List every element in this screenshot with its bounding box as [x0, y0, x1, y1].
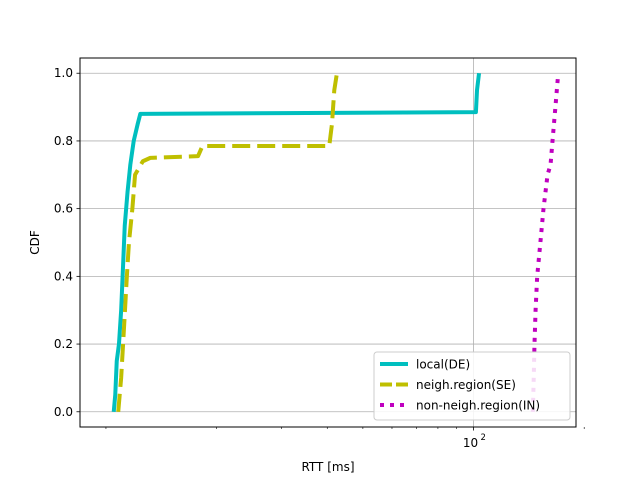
- y-tick-label: 0.2: [54, 337, 73, 351]
- x-axis-label: RTT [ms]: [301, 460, 354, 474]
- y-tick-label: 1.0: [54, 66, 73, 80]
- legend-box: [373, 351, 571, 421]
- legend-label: neigh.region(SE): [416, 378, 516, 392]
- y-tick-label: 0.4: [54, 269, 73, 283]
- series-line: [530, 73, 561, 412]
- plot-frame: [79, 57, 577, 428]
- series-lines: [111, 72, 561, 412]
- series-line: [116, 72, 339, 412]
- legend-label: non-neigh.region(IN): [416, 399, 540, 413]
- legend-label: local(DE): [416, 358, 470, 372]
- x-tick-label: 10: [463, 436, 478, 450]
- x-tick-label-exponent: 2: [481, 433, 486, 443]
- y-tick-label: 0.6: [54, 202, 73, 216]
- axis-ticks: 0.0 0.2 0.4 0.6 0.8 1.0 10 2: [54, 66, 585, 450]
- y-axis-label: CDF: [28, 230, 42, 255]
- y-tick-label: 0.0: [54, 405, 73, 419]
- series-line: [111, 72, 482, 412]
- y-tick-label: 0.8: [54, 134, 73, 148]
- legend: local(DE) neigh.region(SE) non-neigh.regio…: [373, 351, 571, 421]
